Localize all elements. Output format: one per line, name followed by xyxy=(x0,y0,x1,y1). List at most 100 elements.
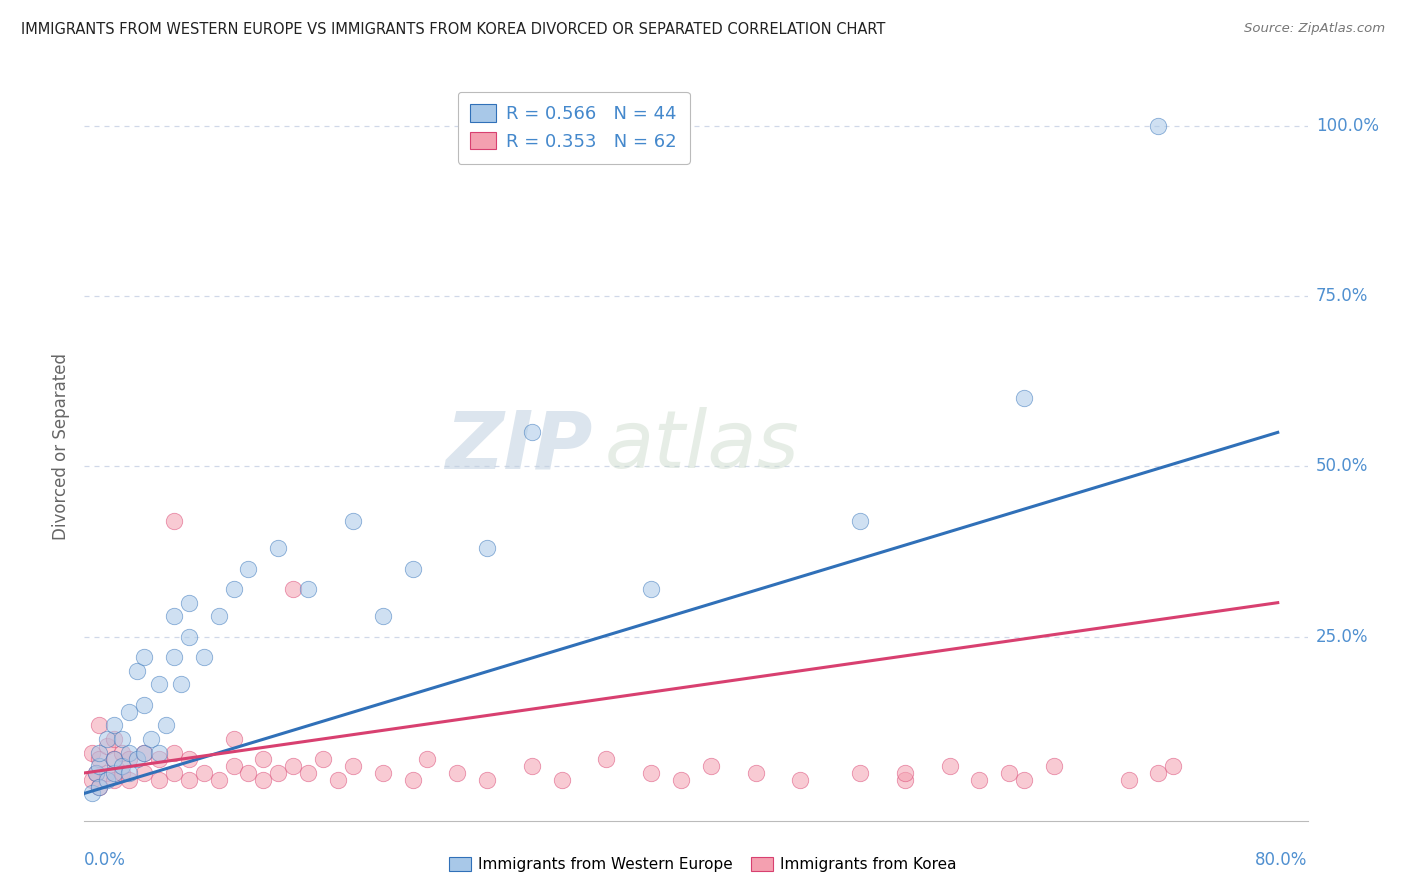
Point xyxy=(118,766,141,780)
Point xyxy=(118,752,141,766)
Legend: R = 0.566   N = 44, R = 0.353   N = 62: R = 0.566 N = 44, R = 0.353 N = 62 xyxy=(457,92,690,163)
Point xyxy=(207,609,229,624)
Text: 80.0%: 80.0% xyxy=(1256,851,1308,869)
Point xyxy=(894,772,917,787)
Point xyxy=(342,514,364,528)
Legend: Immigrants from Western Europe, Immigrants from Korea: Immigrants from Western Europe, Immigran… xyxy=(441,849,965,880)
Point xyxy=(103,752,125,766)
Point xyxy=(849,766,872,780)
Point xyxy=(96,766,118,780)
Point xyxy=(297,766,319,780)
Point xyxy=(132,746,155,760)
Point xyxy=(141,731,163,746)
Point xyxy=(80,786,103,800)
Point xyxy=(111,731,134,746)
Point xyxy=(700,759,723,773)
Text: 100.0%: 100.0% xyxy=(1316,117,1379,135)
Point xyxy=(193,650,215,665)
Point xyxy=(267,766,290,780)
Point xyxy=(132,746,155,760)
Point xyxy=(125,664,148,678)
Text: atlas: atlas xyxy=(605,407,799,485)
Point xyxy=(89,718,111,732)
Point xyxy=(222,759,245,773)
Point xyxy=(1012,392,1035,406)
Point xyxy=(267,541,290,556)
Point xyxy=(163,609,186,624)
Point xyxy=(222,582,245,596)
Point xyxy=(118,772,141,787)
Point xyxy=(96,731,118,746)
Text: 50.0%: 50.0% xyxy=(1316,458,1368,475)
Point xyxy=(416,752,439,766)
Point xyxy=(118,746,141,760)
Point xyxy=(475,772,498,787)
Point xyxy=(177,772,200,787)
Point xyxy=(89,752,111,766)
Point xyxy=(163,650,186,665)
Point xyxy=(89,780,111,794)
Point xyxy=(89,759,111,773)
Text: IMMIGRANTS FROM WESTERN EUROPE VS IMMIGRANTS FROM KOREA DIVORCED OR SEPARATED CO: IMMIGRANTS FROM WESTERN EUROPE VS IMMIGR… xyxy=(21,22,886,37)
Point xyxy=(118,705,141,719)
Point xyxy=(669,772,692,787)
Point xyxy=(103,718,125,732)
Point xyxy=(177,630,200,644)
Point xyxy=(551,772,574,787)
Point xyxy=(155,718,177,732)
Point xyxy=(103,772,125,787)
Point xyxy=(1147,766,1170,780)
Point xyxy=(207,772,229,787)
Point xyxy=(89,780,111,794)
Point xyxy=(283,582,305,596)
Point xyxy=(252,752,274,766)
Point xyxy=(84,766,107,780)
Point xyxy=(84,766,107,780)
Point xyxy=(103,731,125,746)
Point xyxy=(132,650,155,665)
Point xyxy=(193,766,215,780)
Point xyxy=(163,746,186,760)
Point xyxy=(849,514,872,528)
Point xyxy=(326,772,349,787)
Point xyxy=(177,752,200,766)
Point xyxy=(132,698,155,712)
Point xyxy=(80,772,103,787)
Point xyxy=(103,766,125,780)
Text: ZIP: ZIP xyxy=(444,407,592,485)
Point xyxy=(238,766,260,780)
Text: 75.0%: 75.0% xyxy=(1316,287,1368,305)
Point xyxy=(520,759,543,773)
Point xyxy=(744,766,766,780)
Point xyxy=(148,752,170,766)
Point xyxy=(148,677,170,691)
Point xyxy=(998,766,1021,780)
Point xyxy=(1147,119,1170,133)
Point xyxy=(640,582,662,596)
Point xyxy=(238,561,260,575)
Text: 0.0%: 0.0% xyxy=(84,851,127,869)
Point xyxy=(789,772,811,787)
Point xyxy=(312,752,335,766)
Text: Source: ZipAtlas.com: Source: ZipAtlas.com xyxy=(1244,22,1385,36)
Point xyxy=(297,582,319,596)
Point xyxy=(148,772,170,787)
Point xyxy=(1163,759,1185,773)
Point xyxy=(96,739,118,753)
Point xyxy=(342,759,364,773)
Point xyxy=(111,766,134,780)
Point xyxy=(222,731,245,746)
Point xyxy=(894,766,917,780)
Point xyxy=(520,425,543,440)
Point xyxy=(446,766,468,780)
Point xyxy=(969,772,991,787)
Point xyxy=(640,766,662,780)
Point xyxy=(1012,772,1035,787)
Point xyxy=(170,677,193,691)
Point xyxy=(89,746,111,760)
Point xyxy=(163,514,186,528)
Y-axis label: Divorced or Separated: Divorced or Separated xyxy=(52,352,70,540)
Point xyxy=(132,766,155,780)
Point xyxy=(177,596,200,610)
Point xyxy=(111,746,134,760)
